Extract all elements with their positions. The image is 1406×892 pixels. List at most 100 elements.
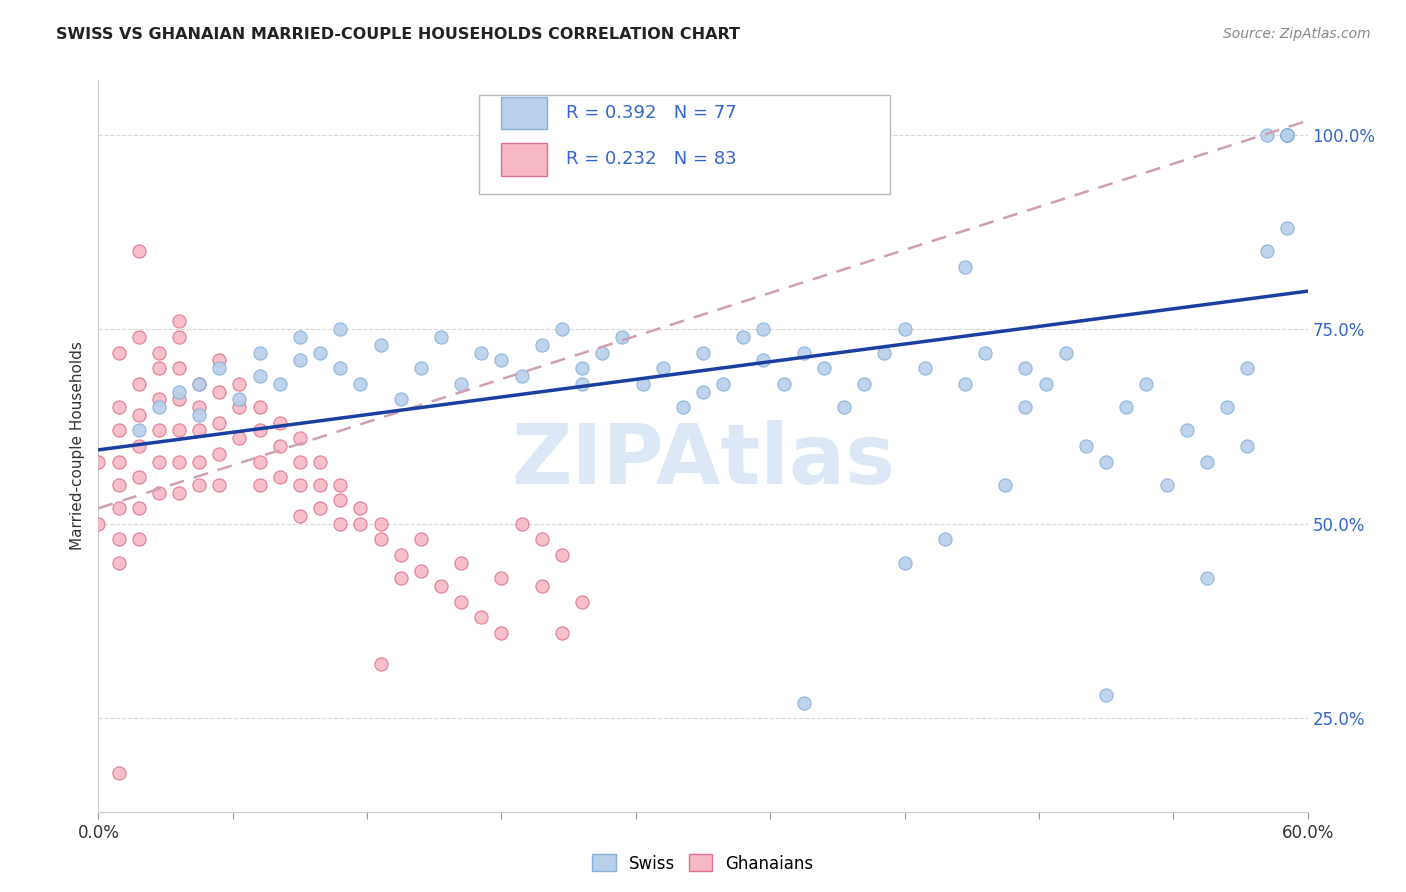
Point bbox=[651, 361, 673, 376]
Point bbox=[551, 322, 574, 336]
Point bbox=[228, 376, 250, 391]
Point bbox=[370, 657, 392, 671]
Text: R = 0.392   N = 77: R = 0.392 N = 77 bbox=[567, 104, 737, 122]
Point bbox=[309, 454, 332, 468]
Point bbox=[329, 361, 352, 376]
Point bbox=[288, 431, 311, 445]
Text: ZIPAtlas: ZIPAtlas bbox=[510, 420, 896, 501]
Point bbox=[128, 244, 150, 259]
Point bbox=[107, 765, 129, 780]
Point bbox=[87, 454, 110, 468]
Point bbox=[953, 376, 976, 391]
Point bbox=[491, 353, 513, 368]
Point bbox=[128, 376, 150, 391]
Point bbox=[228, 392, 250, 407]
Point bbox=[793, 345, 815, 359]
Point bbox=[631, 376, 654, 391]
Point bbox=[450, 556, 472, 570]
Point bbox=[692, 345, 714, 359]
Point bbox=[409, 564, 432, 578]
Point bbox=[893, 322, 915, 336]
Point bbox=[269, 376, 291, 391]
Point bbox=[249, 424, 271, 438]
Point bbox=[953, 260, 976, 274]
Point bbox=[329, 493, 352, 508]
Point bbox=[349, 501, 371, 516]
Point bbox=[188, 408, 211, 422]
Point bbox=[107, 533, 129, 547]
Point bbox=[167, 454, 190, 468]
Point bbox=[349, 516, 371, 531]
Point bbox=[208, 478, 231, 492]
Point bbox=[269, 416, 291, 430]
Point bbox=[450, 376, 472, 391]
Point bbox=[370, 533, 392, 547]
Point bbox=[167, 361, 190, 376]
Point bbox=[389, 548, 412, 562]
Point bbox=[1236, 361, 1258, 376]
Point bbox=[1175, 424, 1198, 438]
Point bbox=[269, 439, 291, 453]
Point bbox=[1135, 376, 1157, 391]
Point bbox=[128, 408, 150, 422]
Point bbox=[470, 345, 492, 359]
Text: R = 0.232   N = 83: R = 0.232 N = 83 bbox=[567, 151, 737, 169]
Point bbox=[148, 361, 170, 376]
Point bbox=[1236, 439, 1258, 453]
Point bbox=[188, 376, 211, 391]
Point bbox=[107, 424, 129, 438]
Point bbox=[309, 345, 332, 359]
Point bbox=[349, 376, 371, 391]
Point bbox=[1277, 128, 1299, 142]
Point bbox=[188, 478, 211, 492]
Point bbox=[389, 392, 412, 407]
Point bbox=[309, 478, 332, 492]
Point bbox=[914, 361, 936, 376]
Point bbox=[409, 533, 432, 547]
Point bbox=[208, 384, 231, 399]
Point bbox=[329, 322, 352, 336]
Point bbox=[491, 571, 513, 585]
Point bbox=[1277, 221, 1299, 235]
Point bbox=[87, 516, 110, 531]
Point bbox=[853, 376, 876, 391]
Point bbox=[167, 330, 190, 344]
Text: Source: ZipAtlas.com: Source: ZipAtlas.com bbox=[1223, 27, 1371, 41]
Point bbox=[370, 338, 392, 352]
Point bbox=[551, 548, 574, 562]
Point bbox=[409, 361, 432, 376]
Point bbox=[208, 361, 231, 376]
Point bbox=[167, 314, 190, 328]
Point bbox=[1035, 376, 1057, 391]
Point bbox=[813, 361, 835, 376]
Text: SWISS VS GHANAIAN MARRIED-COUPLE HOUSEHOLDS CORRELATION CHART: SWISS VS GHANAIAN MARRIED-COUPLE HOUSEHO… bbox=[56, 27, 740, 42]
Point bbox=[288, 478, 311, 492]
Point bbox=[1074, 439, 1097, 453]
Point bbox=[470, 610, 492, 624]
Point bbox=[107, 400, 129, 414]
Point bbox=[893, 556, 915, 570]
Point bbox=[571, 376, 593, 391]
Point bbox=[430, 330, 453, 344]
Point bbox=[208, 353, 231, 368]
Point bbox=[188, 400, 211, 414]
Point bbox=[128, 470, 150, 484]
Point bbox=[249, 345, 271, 359]
Point bbox=[167, 485, 190, 500]
Point bbox=[1277, 128, 1299, 142]
Point bbox=[228, 431, 250, 445]
Point bbox=[571, 594, 593, 608]
Point bbox=[309, 501, 332, 516]
Point bbox=[530, 533, 553, 547]
Point bbox=[228, 400, 250, 414]
Point bbox=[591, 345, 613, 359]
Point bbox=[711, 376, 734, 391]
Point bbox=[752, 322, 775, 336]
Point bbox=[329, 516, 352, 531]
Point bbox=[1256, 244, 1278, 259]
Legend: Swiss, Ghanaians: Swiss, Ghanaians bbox=[586, 847, 820, 880]
Point bbox=[1195, 571, 1218, 585]
Point bbox=[148, 345, 170, 359]
Point bbox=[692, 384, 714, 399]
Point bbox=[208, 416, 231, 430]
